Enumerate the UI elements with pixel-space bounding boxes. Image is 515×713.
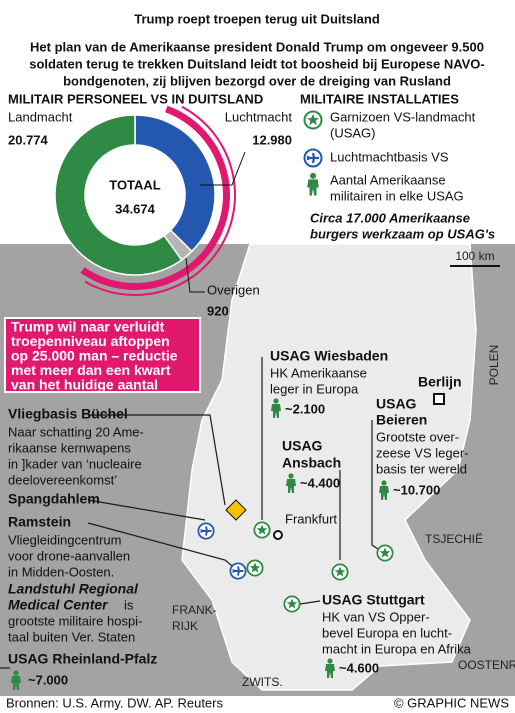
source: Bronnen: U.S. Army. DW. AP. Reuters (6, 695, 223, 710)
base-name: Spangdahlem (8, 491, 100, 507)
base-name: Landstuhl Regional (8, 581, 139, 597)
city-marker (273, 530, 283, 540)
base-desc: HK van VS Opper- (322, 609, 430, 624)
value-label: 920 (207, 303, 229, 318)
center-value: 34.674 (115, 201, 156, 216)
base-desc: in Midden-Oosten. (8, 564, 114, 579)
title: Trump roept troepen terug uit Duitsland (134, 11, 380, 26)
city-label: Frankfurt (285, 511, 337, 526)
category-label: Luchtmacht (225, 109, 293, 124)
base-desc: zeese VS leger- (376, 445, 469, 460)
star-icon (246, 559, 264, 577)
base-desc: deelovereenkomst’ (8, 472, 117, 487)
legend-text: Garnizoen VS-landmacht (330, 109, 476, 124)
base-desc: Grootste over- (376, 429, 459, 444)
callout-text: op 25.000 man – reductie (11, 348, 178, 364)
callout-text: troepenniveau aftoppen (11, 333, 170, 349)
center-label: TOTAAL (109, 177, 161, 192)
base-desc: macht in Europa en Afrika (322, 641, 472, 656)
base-desc: leger in Europa (270, 381, 359, 396)
plane-icon (197, 522, 215, 540)
base-name: USAG Wiesbaden (270, 348, 388, 364)
germany (181, 243, 477, 691)
base-name: USAG Rheinland-Pfalz (8, 651, 157, 667)
troop-count: ~10.700 (393, 482, 440, 497)
legend-text: (USAG) (330, 125, 376, 140)
leader (185, 257, 205, 293)
legend-text: militairen in elke USAG (330, 188, 464, 203)
country-label: OOSTENR. (458, 658, 515, 672)
legend-title: MILITAIRE INSTALLATIES (300, 91, 459, 106)
base-desc: Vliegleidingcentrum (8, 532, 121, 547)
connector (299, 600, 321, 605)
base-desc: grootste militaire hospi- (8, 613, 142, 628)
nuclear-icon (225, 499, 247, 521)
legend-text: Luchtmachtbasis VS (330, 149, 449, 164)
base-name: Ansbach (282, 455, 341, 471)
star-icon (376, 544, 394, 562)
legend-text: Aantal Amerikaanse (330, 172, 446, 187)
base-desc: basis ter wereld (376, 461, 467, 476)
soldier-icon (307, 172, 319, 196)
base-desc: in ]kader van ‘nucleaire (8, 456, 142, 471)
troop-count: ~4.600 (339, 660, 379, 675)
leader (200, 151, 246, 186)
base-desc: is (124, 597, 134, 612)
callout-box (4, 317, 201, 393)
troop-count: ~7.000 (28, 672, 68, 687)
base-desc: HK Amerikaanse (270, 365, 367, 380)
callout-text: van het huidige aantal (11, 377, 158, 393)
plane-icon (303, 148, 323, 168)
subtitle: Het plan van de Amerikaanse president Do… (30, 39, 484, 54)
donut-segment (54, 114, 183, 276)
scale-label: 100 km (455, 249, 494, 263)
base-desc: taal buiten Ver. Staten (8, 629, 135, 644)
connector (88, 414, 226, 506)
country-label: FRANK- (172, 603, 217, 617)
country-label: TSJECHIË (425, 532, 483, 546)
star-icon (253, 521, 271, 539)
base-desc: voor drone-aanvallen (8, 548, 130, 563)
troop-count: ~2.100 (285, 401, 325, 416)
country-label: RIJK (172, 619, 198, 633)
value-label: 20.774 (8, 132, 49, 147)
star-icon (303, 110, 323, 130)
star-icon (331, 563, 349, 581)
plane-icon (229, 562, 247, 580)
star-icon (283, 595, 301, 613)
base-name: Vliegbasis Büchel (8, 406, 128, 422)
capital-marker (433, 393, 445, 405)
city-label: Berlijn (418, 374, 462, 390)
callout-text: met meer dan een kwart (11, 362, 171, 378)
callout-text: Trump wil naar verluidt (11, 319, 165, 335)
country-label: ZWITS. (242, 675, 283, 689)
base-name: USAG Stuttgart (322, 592, 425, 608)
category-label: Landmacht (8, 109, 73, 124)
note: burgers werkzaam op USAG's (310, 226, 495, 241)
connector (87, 499, 206, 521)
subtitle: bondgenoten, zij blijven bezorgd over de… (63, 73, 451, 88)
base-name: USAG (282, 438, 323, 454)
base-name: Medical Center (8, 597, 109, 613)
base-desc: rikaanse kernwapens (8, 440, 131, 455)
base-name: Beieren (376, 412, 427, 428)
base-name: USAG (376, 396, 417, 412)
troop-count: ~4.400 (300, 475, 340, 490)
base-desc: bevel Europa en lucht- (322, 625, 452, 640)
base-name: Ramstein (8, 514, 71, 530)
credit: © GRAPHIC NEWS (394, 695, 509, 710)
chart-title: MILITAIR PERSONEEL VS IN DUITSLAND (8, 91, 263, 106)
subtitle: soldaten terug te trekken Duitsland leid… (29, 56, 485, 71)
note: Circa 17.000 Amerikaanse (310, 210, 470, 225)
category-label: Overigen (207, 282, 260, 297)
base-desc: Naar schatting 20 Ame- (8, 424, 144, 439)
value-label: 12.980 (252, 132, 292, 147)
country-label: POLEN (487, 345, 501, 386)
map (0, 243, 515, 696)
donut-segment (134, 114, 216, 253)
